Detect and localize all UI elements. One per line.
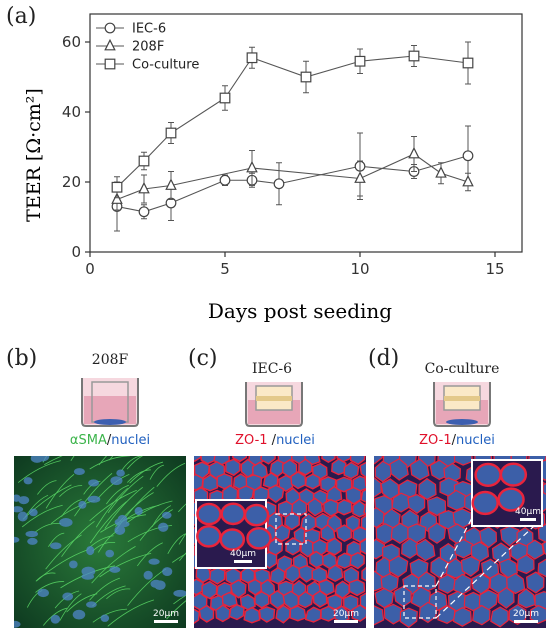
series-iec-6: [111, 125, 474, 232]
data-point: [300, 71, 312, 83]
panel-d-culture: Co-culture: [424, 361, 500, 377]
panel-c-culture: IEC-6: [251, 361, 293, 377]
y-tick-label: 60: [62, 33, 81, 51]
y-axis-label: TEER [Ω·cm²]: [23, 88, 45, 222]
data-point: [354, 55, 366, 67]
legend-marker: [104, 22, 116, 34]
legend-item: 208F: [96, 38, 164, 55]
x-tick-label: 5: [220, 260, 230, 278]
data-point: [138, 206, 150, 218]
series-co-culture: [111, 41, 474, 199]
panel-label-a: (a): [6, 4, 37, 29]
panel-b-scale-label: 20μm: [153, 609, 179, 619]
legend-label: 208F: [132, 40, 164, 55]
panel-c-micrograph: 40μm 20μm: [194, 456, 366, 628]
x-tick-label: 15: [485, 260, 504, 278]
panel-d-stain-b: nuclei: [456, 433, 495, 448]
data-point: [462, 57, 474, 69]
panel-c-stain-a: ZO-1: [235, 433, 268, 448]
data-point: [111, 181, 123, 193]
panel-d-scale-label: 20μm: [513, 609, 539, 619]
panel-b-micrograph: 20μm: [14, 456, 186, 628]
panel-b-stain-b: nuclei: [111, 433, 151, 448]
data-point: [219, 174, 231, 186]
y-tick-label: 0: [71, 243, 81, 261]
data-point: [138, 181, 150, 194]
data-point: [462, 150, 474, 162]
panel-d-inset-scale-label: 40μm: [515, 507, 541, 517]
data-point: [165, 178, 177, 190]
panel-label-b: (b): [6, 346, 38, 371]
data-point: [408, 146, 420, 159]
data-point: [246, 160, 258, 173]
legend-item: Co-culture: [96, 58, 199, 73]
y-tick-label: 20: [62, 173, 81, 191]
y-tick-label: 40: [62, 103, 81, 121]
panel-b-culture: 208F: [91, 352, 129, 368]
data-point: [408, 50, 420, 62]
panel-b-stain-caption: αSMA/nuclei: [20, 433, 200, 448]
panel-d-sep: /: [451, 433, 456, 448]
panel-c-scale-label: 20μm: [333, 609, 359, 619]
x-axis-label: Days post seeding: [208, 299, 392, 323]
panel-b-sep: /: [106, 433, 112, 448]
data-point: [435, 166, 447, 178]
panel-b-well-icon: [81, 378, 139, 427]
chart-legend: IEC-6 208F Co-culture: [96, 22, 199, 73]
panel-d-well-icon: [433, 382, 491, 427]
panel-c-stain-caption: ZO-1 /nuclei: [190, 433, 360, 448]
x-tick-label: 10: [350, 260, 369, 278]
teer-line-chart: 0 5 10 15 0 20 40 60 IEC-6 208F Co-culture TEER […: [23, 13, 523, 323]
data-point: [111, 192, 123, 204]
data-point: [246, 52, 258, 64]
legend-marker: [104, 38, 116, 51]
data-point: [462, 174, 474, 187]
panel-label-c: (c): [188, 346, 218, 371]
legend-marker: [104, 58, 116, 70]
data-point: [138, 155, 150, 167]
chart-axes: 0 5 10 15 0 20 40 60: [62, 13, 523, 278]
panel-d-stain-a: ZO-1: [419, 433, 452, 448]
series-208f: [111, 136, 474, 211]
panel-label-d: (d): [368, 346, 400, 371]
plot-frame: [89, 13, 523, 253]
legend-item: IEC-6: [96, 22, 166, 37]
legend-label: Co-culture: [132, 58, 199, 73]
panel-c-sep: /: [267, 433, 277, 448]
panel-c-well-icon: [245, 382, 303, 427]
data-point: [354, 171, 366, 183]
x-tick-label: 0: [85, 260, 95, 278]
panel-d-stain-caption: ZO-1/nuclei: [372, 433, 542, 448]
legend-label: IEC-6: [132, 22, 166, 37]
panel-c-stain-b: nuclei: [276, 433, 315, 448]
panel-b-stain-a: αSMA: [69, 433, 107, 448]
data-point: [273, 178, 285, 190]
chart-series-layer: [111, 41, 474, 232]
data-point: [165, 127, 177, 139]
data-point: [219, 92, 231, 104]
panel-d-micrograph: 40μm 20μm: [374, 456, 546, 628]
series-line: [116, 153, 469, 201]
panel-c-inset-scale-label: 40μm: [230, 549, 256, 559]
